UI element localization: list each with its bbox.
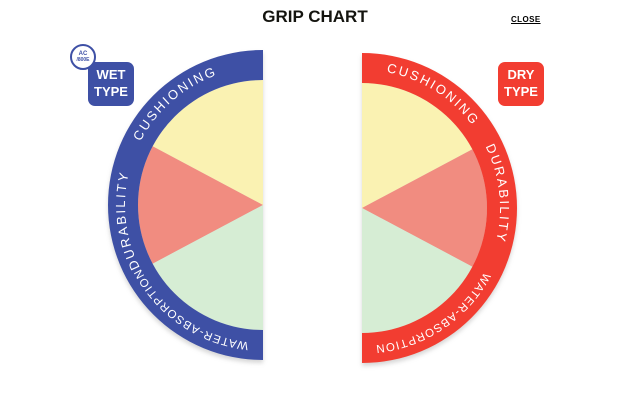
dry-chart: CUSHIONING DURABILITY WATER-ABSORPTION xyxy=(362,53,517,363)
brand-logo-line2: /800E xyxy=(76,56,90,63)
close-button[interactable]: CLOSE xyxy=(511,15,541,24)
wet-type-badge-line2: TYPE xyxy=(94,84,128,99)
dry-segment-cushioning xyxy=(362,83,473,208)
wet-type-badge-line1: WET xyxy=(96,67,126,83)
wet-chart: WATER-ABSORPTION DURABILITY CUSHIONING xyxy=(108,50,263,360)
dry-type-badge: DRY TYPE xyxy=(498,62,544,106)
brand-logo-badge: AC /800E xyxy=(70,44,96,70)
wet-segment-durability xyxy=(137,146,263,264)
wet-segment-water-absorption xyxy=(152,205,263,330)
page-title: GRIP CHART xyxy=(0,7,630,27)
wet-type-badge: WET TYPE xyxy=(88,62,134,106)
dry-type-badge-line2: TYPE xyxy=(504,84,538,99)
wet-segment-cushioning xyxy=(152,79,263,205)
wet-ring xyxy=(108,50,263,360)
dry-type-badge-line1: DRY xyxy=(507,67,535,83)
dry-segment-water-absorption xyxy=(362,208,473,333)
dry-segment-durability xyxy=(362,149,488,267)
brand-logo-line1: AC xyxy=(78,50,88,57)
page-title-text: GRIP CHART xyxy=(262,7,368,26)
dry-ring xyxy=(362,53,517,363)
